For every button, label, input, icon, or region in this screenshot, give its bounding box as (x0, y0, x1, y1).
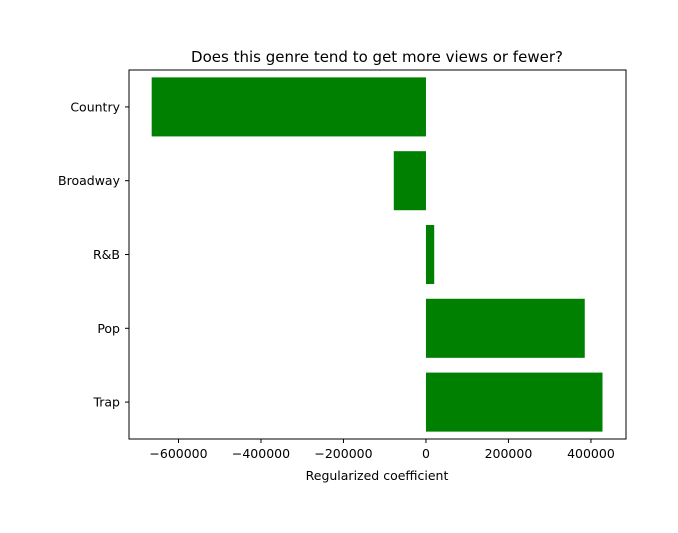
y-tick-label: Broadway (58, 173, 121, 188)
plot-frame (128, 69, 627, 440)
bar-trap (425, 372, 603, 432)
y-tick-label: Country (70, 99, 120, 114)
bar-r-b (425, 224, 435, 285)
chart-title: Does this genre tend to get more views o… (191, 48, 563, 66)
x-tick-label: 400000 (567, 446, 615, 461)
y-tick-label: Trap (92, 395, 120, 410)
x-tick-label: 200000 (485, 446, 533, 461)
x-tick-label: 0 (422, 446, 430, 461)
y-ticks: Country Broadway R&B Pop Trap (58, 99, 129, 410)
x-axis-label: Regularized coefficient (306, 468, 449, 483)
y-tick-label: R&B (93, 247, 120, 262)
x-tick-label: −600000 (149, 446, 207, 461)
bar-broadway (393, 151, 426, 211)
y-tick-label: Pop (97, 321, 120, 336)
x-tick-label: −200000 (314, 446, 372, 461)
bars (151, 77, 603, 432)
x-ticks: −600000 −400000 −200000 0 200000 400000 (149, 439, 615, 461)
bar-pop (425, 298, 585, 358)
x-tick-label: −400000 (232, 446, 290, 461)
bar-country (151, 77, 426, 137)
